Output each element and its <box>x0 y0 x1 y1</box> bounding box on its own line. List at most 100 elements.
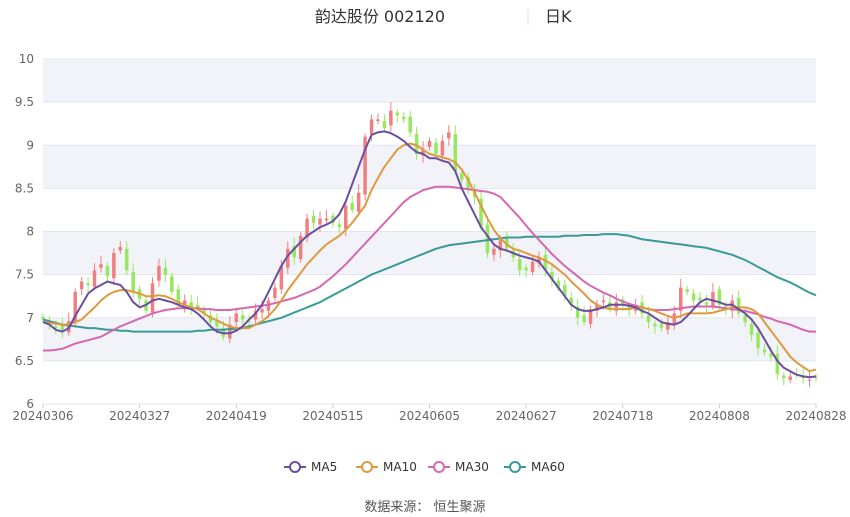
x-tick-label: 20240419 <box>206 409 267 423</box>
y-tick-label: 6 <box>26 397 34 411</box>
candle <box>157 258 161 287</box>
candle-body <box>736 297 741 314</box>
candle <box>356 184 361 217</box>
candle-body <box>614 302 619 311</box>
candle-body <box>814 377 818 379</box>
candle-body <box>382 121 387 128</box>
candle-body <box>588 309 593 324</box>
candle <box>99 255 103 273</box>
legend-item-ma60: MA60 <box>504 460 565 474</box>
candle <box>788 371 792 384</box>
candle <box>401 112 406 123</box>
candle-body <box>350 203 354 210</box>
candle <box>685 285 689 296</box>
candle <box>582 306 586 326</box>
candle-body <box>595 304 599 311</box>
candle-body <box>273 287 277 298</box>
y-tick-label: 9 <box>26 138 34 152</box>
x-tick-label: 20240306 <box>12 409 73 423</box>
candle-body <box>769 353 773 357</box>
legend-label: MA30 <box>455 460 489 474</box>
candle-body <box>479 198 483 228</box>
candle <box>575 299 580 326</box>
candle <box>395 109 400 123</box>
candle <box>537 251 541 269</box>
legend-label: MA60 <box>531 460 565 474</box>
candle <box>524 264 528 278</box>
candle <box>466 172 470 195</box>
candle <box>459 169 464 185</box>
data-source: 数据来源： 恒生聚源 <box>364 500 485 515</box>
x-tick-label: 20240327 <box>109 409 170 423</box>
candle-body <box>112 253 116 279</box>
candle-body <box>92 270 97 287</box>
candle-body <box>369 119 374 135</box>
ma60-line <box>42 233 817 333</box>
candle-body <box>79 281 84 290</box>
band <box>43 317 816 361</box>
band <box>43 145 816 189</box>
period-label: 日K <box>545 7 572 26</box>
candle <box>666 316 670 335</box>
candle-body <box>292 246 296 258</box>
x-tick-label: 20240808 <box>689 409 750 423</box>
candle-body <box>492 248 496 255</box>
candle-body <box>305 218 309 238</box>
candle-body <box>286 248 290 268</box>
candle-body <box>182 300 187 307</box>
candle-body <box>756 332 760 348</box>
ma30-line <box>43 185 816 352</box>
candle-body <box>105 266 110 277</box>
candle-body <box>298 235 303 260</box>
candle-body <box>331 215 335 223</box>
candle <box>698 291 702 307</box>
candle <box>112 248 116 286</box>
candle-body <box>691 293 696 301</box>
candle-body <box>485 224 490 254</box>
candle <box>421 140 425 163</box>
ma10-line <box>42 142 817 373</box>
candle <box>717 285 722 310</box>
candle <box>79 276 84 296</box>
candle-body <box>666 322 670 330</box>
candle-body <box>678 287 683 311</box>
candle <box>318 211 322 232</box>
x-tick-label: 20240627 <box>496 409 557 423</box>
candle-body <box>749 323 754 335</box>
candle-body <box>318 218 322 225</box>
candle <box>86 277 90 293</box>
ma5-line <box>42 130 817 379</box>
candle-body <box>157 266 161 281</box>
legend-swatch-marker <box>509 461 521 473</box>
candle <box>202 305 206 319</box>
candle-body <box>704 302 709 305</box>
y-tick-label: 6.5 <box>15 354 34 368</box>
band <box>43 59 816 103</box>
candle-body <box>698 297 702 301</box>
candle <box>337 219 342 234</box>
candle <box>118 240 123 254</box>
legend-label: MA5 <box>311 460 337 474</box>
candle-body <box>646 315 651 323</box>
candle <box>569 291 573 311</box>
candle <box>736 290 741 317</box>
candle-body <box>41 316 45 320</box>
legend-item-ma30: MA30 <box>428 460 489 474</box>
candle <box>92 262 97 291</box>
chart-header: 韵达股份 002120 日K <box>315 7 572 26</box>
candle <box>807 371 812 388</box>
candle-body <box>775 353 780 374</box>
candle-body <box>556 280 561 288</box>
legend-swatch-marker <box>433 461 445 473</box>
candle <box>382 113 387 133</box>
candle-body <box>215 319 219 327</box>
candle-body <box>60 325 65 331</box>
candle <box>311 209 316 229</box>
candle-body <box>659 323 664 329</box>
candle-body <box>408 116 412 133</box>
candle-body <box>582 315 586 323</box>
candle <box>60 318 65 339</box>
candle <box>453 125 458 175</box>
legend-item-ma10: MA10 <box>356 460 417 474</box>
